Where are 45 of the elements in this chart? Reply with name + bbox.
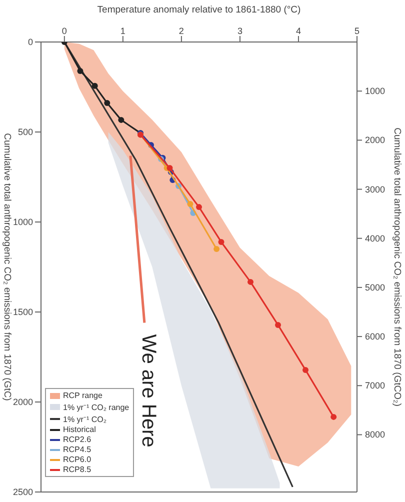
legend-label: RCP range: [63, 391, 102, 400]
y-tick-label: 2000: [12, 397, 33, 408]
y-tick-label: 1000: [12, 217, 33, 228]
point: [118, 116, 124, 123]
y2-tick-label: 4000: [365, 233, 386, 244]
point: [166, 165, 173, 171]
legend-label: RCP2.6: [63, 435, 92, 444]
y2-tick-label: 8000: [365, 430, 386, 440]
point: [77, 68, 84, 74]
legend-label: RCP6.0: [63, 455, 92, 464]
legend-label: 1% yr⁻¹ CO₂ range: [63, 402, 130, 412]
point: [330, 414, 337, 420]
y2-tick-label: 6000: [365, 332, 386, 342]
y-axis-title: Cumulative total anthropogenic CO₂ emissions from 1870 (GtC): [2, 133, 12, 401]
point: [214, 246, 220, 252]
y-tick-label: 0: [28, 37, 33, 48]
legend-label: 1% yr⁻¹ CO₂: [63, 414, 106, 424]
x-tick-label: 0: [62, 26, 67, 36]
point: [187, 201, 194, 207]
y-tick-label: 2500: [12, 487, 33, 498]
y2-tick-label: 5000: [365, 282, 386, 292]
point: [275, 322, 281, 328]
legend-label: RCP8.5: [63, 465, 92, 474]
point: [104, 100, 110, 106]
x-tick-label: 1: [120, 26, 126, 36]
legend-label: Historical: [63, 425, 96, 434]
x-tick-label: 4: [296, 26, 301, 36]
y2-tick-label: 3000: [365, 184, 386, 194]
legend-label: RCP4.5: [63, 445, 92, 454]
x-axis-title: Temperature anomaly relative to 1861-1880 (°C): [97, 4, 301, 16]
annotation: We are Here: [137, 334, 160, 448]
point: [196, 204, 202, 210]
point: [302, 366, 309, 373]
y2-tick-label: 7000: [365, 380, 386, 391]
x-tick-label: 2: [178, 26, 184, 36]
x-tick-label: 5: [354, 26, 360, 36]
point: [218, 238, 224, 245]
point: [92, 82, 98, 89]
y-tick-label: 500: [18, 127, 33, 138]
y2-tick-label: 1000: [365, 86, 386, 96]
y-tick-label: 1500: [12, 307, 33, 318]
y2-axis-title: Cumulative total anthropogenic CO₂ emissions from 1870 (GtCO₂): [392, 128, 402, 406]
x-tick-label: 3: [237, 26, 242, 36]
y2-tick-label: 2000: [365, 135, 386, 146]
point: [247, 278, 254, 285]
